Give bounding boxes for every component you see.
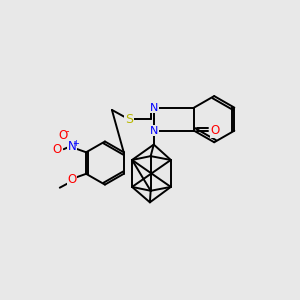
Text: S: S xyxy=(125,113,133,126)
Text: +: + xyxy=(73,139,80,148)
Text: O: O xyxy=(58,129,68,142)
Text: O: O xyxy=(53,143,62,156)
Text: N: N xyxy=(68,140,76,153)
Text: -: - xyxy=(66,127,69,136)
Text: O: O xyxy=(68,173,77,187)
Text: N: N xyxy=(150,126,158,136)
Text: N: N xyxy=(150,103,158,112)
Text: O: O xyxy=(210,124,220,137)
